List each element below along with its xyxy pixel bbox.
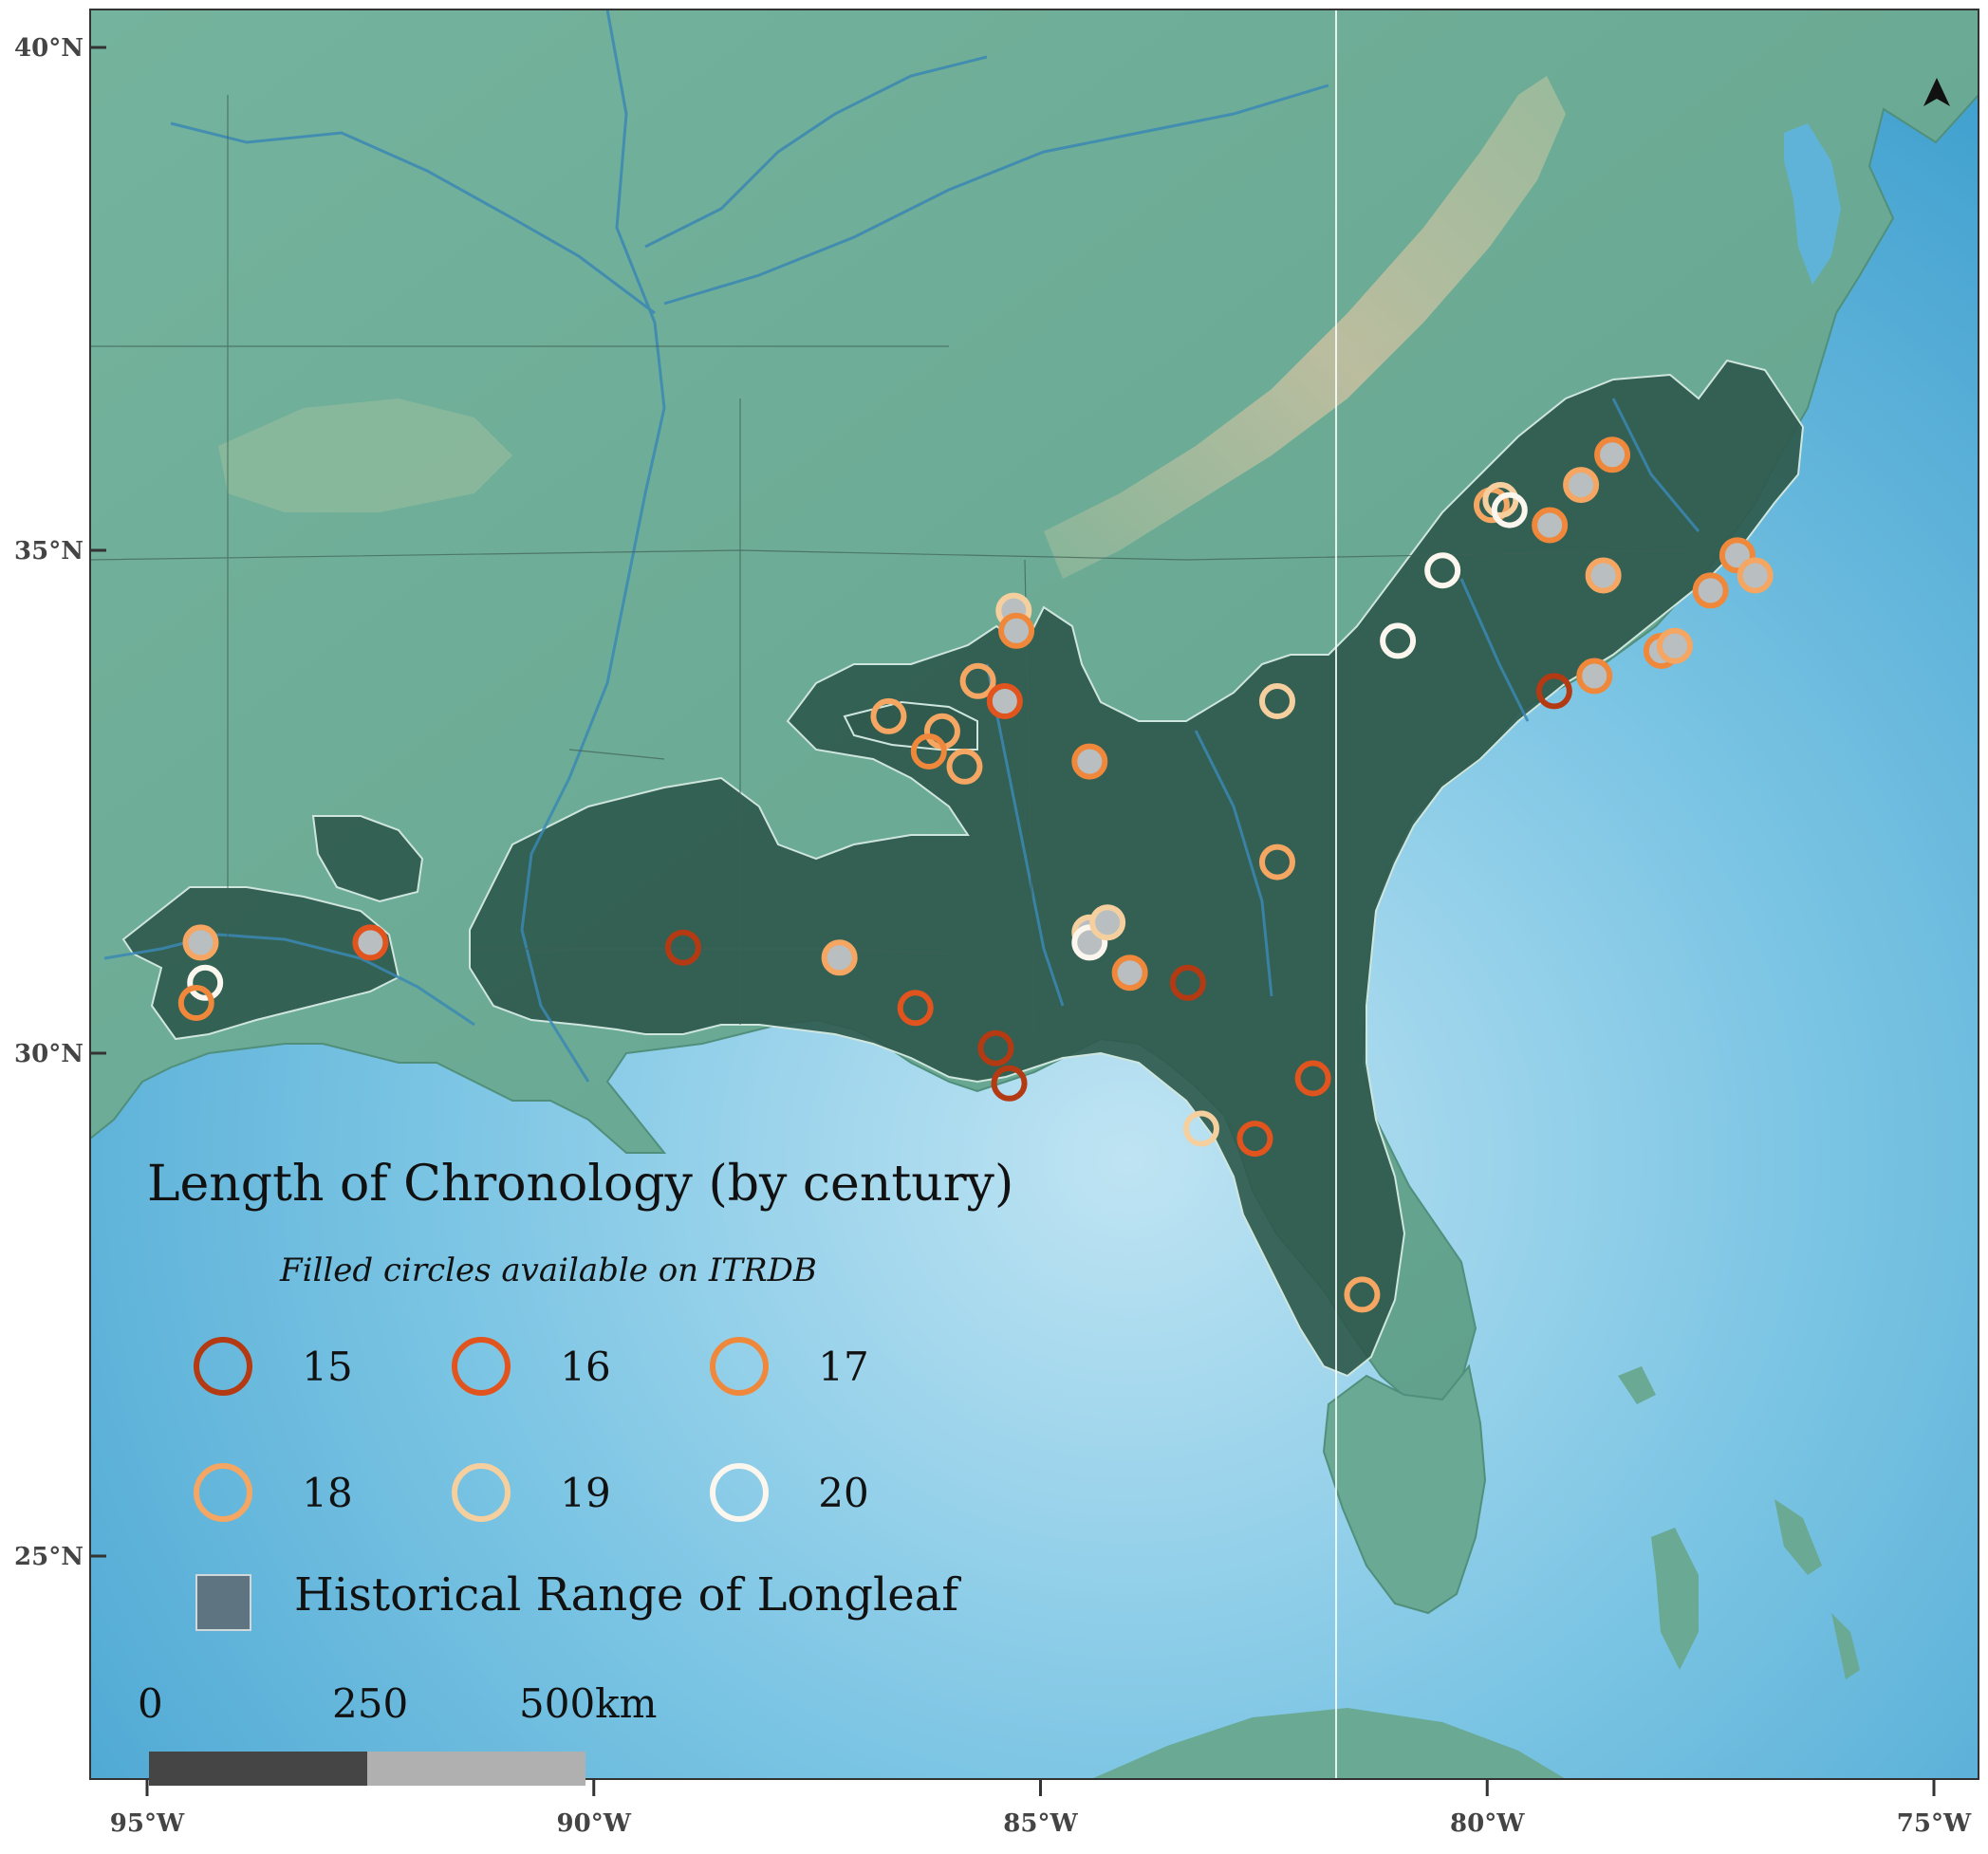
legend-classes: 15 16 17 18 19 20: [194, 1337, 869, 1522]
chronology-sites: [177, 436, 1774, 1313]
site-marker: [1089, 904, 1126, 941]
lon-tick-label: 80°W: [1450, 1809, 1525, 1838]
legend: Length of Chronology (by century) Filled…: [147, 1156, 1013, 1631]
legend-circle-16: [452, 1337, 511, 1396]
scale-segment-dark: [149, 1752, 367, 1786]
longleaf-range: [121, 359, 1805, 1378]
site-marker: [1236, 1121, 1273, 1158]
scale-label-0: 0: [138, 1680, 163, 1727]
florida-peninsula: [1322, 1363, 1487, 1615]
scale-label-500: 500km: [519, 1680, 657, 1727]
legend-circle-15: [194, 1337, 252, 1396]
site-marker: [910, 733, 947, 769]
legend-label-15: 15: [302, 1344, 352, 1390]
site-marker: [1424, 552, 1461, 589]
site-marker: [1380, 622, 1417, 659]
site-marker: [897, 990, 934, 1027]
site-marker: [1594, 436, 1631, 473]
site-marker: [821, 939, 858, 976]
legend-label-19: 19: [560, 1470, 610, 1516]
longitude-axis: 95°W 90°W 85°W 80°W 75°W: [110, 1779, 1972, 1838]
lat-tick-label: 25°N: [14, 1543, 84, 1571]
legend-circle-20: [710, 1463, 769, 1522]
site-marker: [1258, 844, 1295, 881]
legend-title: Length of Chronology (by century): [147, 1156, 1013, 1213]
site-marker: [1576, 658, 1613, 695]
site-marker: [352, 924, 389, 961]
legend-label-17: 17: [818, 1344, 868, 1390]
site-marker: [1585, 557, 1622, 594]
ozark-highlands: [218, 399, 512, 512]
site-marker: [870, 697, 907, 734]
lon-tick-label: 75°W: [1897, 1809, 1972, 1838]
site-marker: [1563, 467, 1600, 504]
site-marker: [946, 748, 983, 785]
scale-label-250: 250: [332, 1680, 408, 1727]
land-cuba: [1091, 1708, 1566, 1779]
range-swatch: [195, 1574, 251, 1631]
site-marker: [182, 924, 219, 961]
lat-tick-label: 35°N: [14, 537, 84, 565]
site-marker: [1344, 1276, 1381, 1313]
site-marker: [977, 1029, 1014, 1066]
site-marker: [998, 612, 1035, 649]
site-marker: [1071, 743, 1108, 780]
site-marker: [1692, 572, 1729, 609]
rivers: [103, 9, 1700, 1083]
site-marker: [1258, 683, 1295, 719]
range-label: Historical Range of Longleaf: [294, 1568, 961, 1622]
land-bahamas: [1618, 1366, 1860, 1679]
site-marker: [1535, 673, 1572, 710]
site-marker: [1169, 964, 1206, 1001]
map-frame: [89, 9, 1979, 1780]
site-marker: [1656, 627, 1693, 664]
site-marker: [177, 985, 214, 1021]
lon-tick-label: 85°W: [1003, 1809, 1078, 1838]
legend-circle-19: [452, 1463, 511, 1522]
lon-tick-label: 95°W: [110, 1809, 185, 1838]
site-marker: [986, 683, 1023, 719]
legend-circle-17: [710, 1337, 769, 1396]
legend-subtitle: Filled circles available on ITRDB: [279, 1251, 817, 1289]
north-arrow-icon: [1923, 78, 1950, 106]
scale-segment-light: [367, 1752, 585, 1786]
appalachian-highlands: [1044, 76, 1566, 579]
site-marker: [187, 964, 224, 1001]
legend-label-20: 20: [818, 1470, 868, 1516]
site-marker: [664, 929, 701, 966]
site-marker: [1532, 507, 1569, 544]
scale-bar: 0 250 500km: [138, 1680, 657, 1786]
legend-label-18: 18: [302, 1470, 352, 1516]
site-marker: [991, 1065, 1028, 1102]
site-marker: [1491, 491, 1528, 528]
lat-tick-label: 40°N: [14, 34, 84, 63]
site-marker: [959, 662, 996, 699]
site-marker: [1294, 1060, 1331, 1097]
lat-tick-label: 30°N: [14, 1040, 84, 1068]
site-marker: [1182, 1110, 1219, 1147]
legend-label-16: 16: [560, 1344, 610, 1390]
latitude-axis: 40°N 35°N 30°N 25°N: [14, 34, 106, 1571]
site-marker: [1482, 482, 1519, 518]
chesapeake-bay: [1784, 123, 1841, 285]
site-marker: [1111, 955, 1148, 992]
legend-circle-18: [194, 1463, 252, 1522]
lon-tick-label: 90°W: [557, 1809, 632, 1838]
site-marker: [1737, 557, 1774, 594]
